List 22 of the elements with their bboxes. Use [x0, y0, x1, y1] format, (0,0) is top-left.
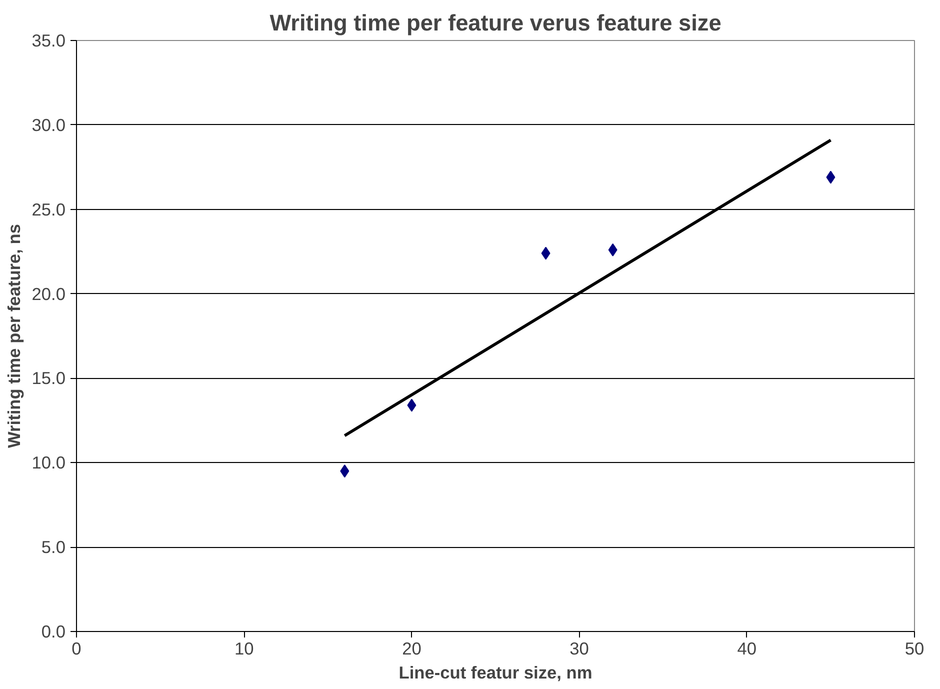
x-axis-title: Line-cut featur size, nm [398, 662, 592, 682]
x-tick-label: 20 [402, 638, 422, 658]
y-tick-label: 25.0 [32, 199, 66, 220]
x-tick-label: 10 [234, 638, 254, 658]
x-tick-label: 0 [72, 638, 82, 658]
y-tick-label: 10.0 [32, 452, 66, 473]
y-tick-label: 30.0 [32, 114, 66, 135]
y-tick-label: 35.0 [32, 30, 66, 50]
point [541, 246, 550, 260]
y-tick-label: 20.0 [32, 284, 66, 304]
point [826, 170, 836, 184]
chart-title: Writing time per feature verus feature size [270, 10, 722, 36]
point [340, 464, 350, 478]
x-tick-label: 30 [570, 638, 589, 658]
y-tick-label: 15.0 [32, 368, 66, 388]
y-axis-title: Writing time per feature, ns [4, 224, 24, 448]
point [608, 243, 618, 256]
x-tick-label: 40 [737, 638, 757, 658]
y-tick-label: 5.0 [41, 537, 66, 558]
y-tick-label: 0.0 [41, 622, 66, 642]
point [407, 398, 416, 412]
x-tick-label: 50 [904, 638, 924, 658]
